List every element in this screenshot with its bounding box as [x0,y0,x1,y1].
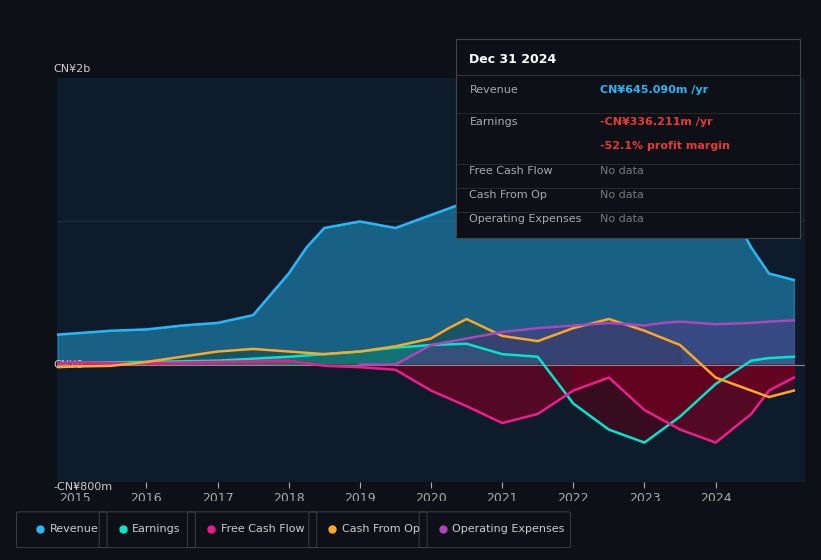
Text: CN¥2b: CN¥2b [53,64,91,74]
Text: Revenue: Revenue [470,85,518,95]
Text: Free Cash Flow: Free Cash Flow [470,166,553,176]
Text: Cash From Op: Cash From Op [470,190,548,200]
Text: Revenue: Revenue [49,524,99,534]
Text: -52.1% profit margin: -52.1% profit margin [600,141,731,151]
Text: Operating Expenses: Operating Expenses [470,214,582,224]
Text: Cash From Op: Cash From Op [342,524,420,534]
Text: No data: No data [600,190,644,200]
Text: No data: No data [600,214,644,224]
Text: Earnings: Earnings [470,116,518,127]
Text: No data: No data [600,166,644,176]
Text: CN¥0: CN¥0 [53,360,84,370]
Text: -CN¥800m: -CN¥800m [53,482,112,492]
Text: Operating Expenses: Operating Expenses [452,524,565,534]
Text: Dec 31 2024: Dec 31 2024 [470,53,557,66]
Text: CN¥645.090m /yr: CN¥645.090m /yr [600,85,709,95]
Text: Earnings: Earnings [132,524,181,534]
Text: Free Cash Flow: Free Cash Flow [221,524,304,534]
Text: -CN¥336.211m /yr: -CN¥336.211m /yr [600,116,713,127]
